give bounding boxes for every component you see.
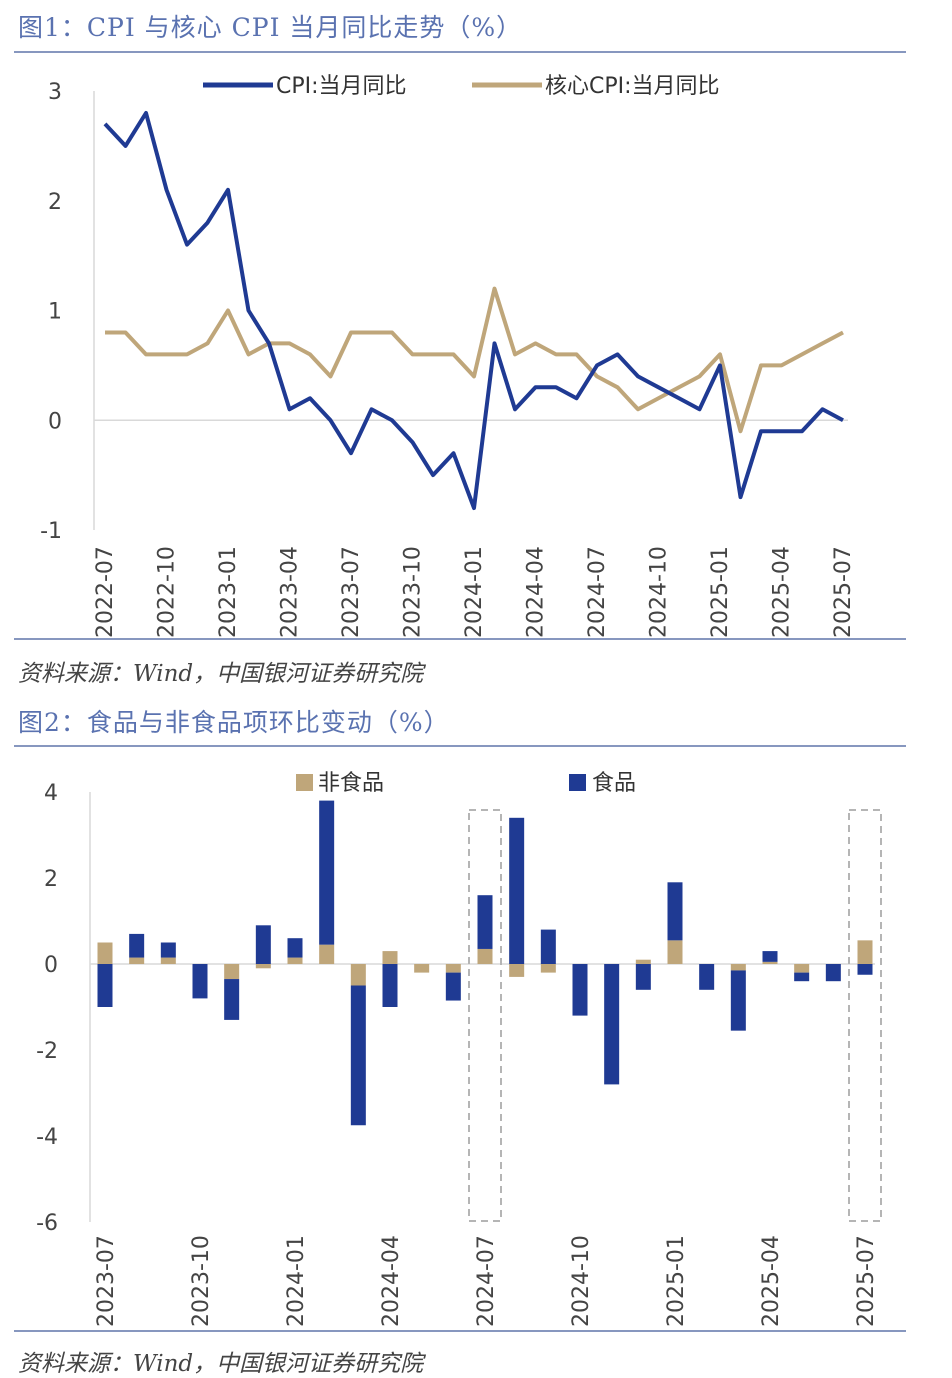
nonfood-bar: [382, 951, 398, 964]
food-bar: [224, 979, 240, 1020]
y-tick-label: -6: [36, 1211, 58, 1236]
y-tick-label: 0: [48, 409, 62, 434]
x-tick-label: 2023-01: [216, 546, 241, 638]
y-tick-label: 1: [48, 300, 62, 325]
x-tick-label: 2024-07: [585, 546, 610, 638]
nonfood-bar: [857, 940, 873, 964]
food-bar: [794, 972, 810, 982]
x-tick-label: 2022-10: [155, 546, 180, 638]
food-bar: [477, 895, 493, 949]
x-tick-label: 2023-07: [339, 546, 364, 638]
food-bar: [762, 951, 778, 962]
food-bar: [445, 972, 461, 1001]
nonfood-bar: [350, 964, 366, 986]
x-tick-label: 2024-07: [474, 1235, 499, 1327]
nonfood-bar: [319, 944, 335, 964]
nonfood-bar: [224, 964, 240, 980]
x-tick-label: 2024-10: [647, 546, 672, 638]
figure2-title-rule: [14, 745, 906, 747]
x-tick-label: 2025-04: [759, 1235, 784, 1327]
nonfood-bar: [477, 948, 493, 964]
x-tick-label: 2025-04: [770, 546, 795, 638]
figure2-title: 图2：食品与非食品项环比变动（%）: [18, 708, 450, 737]
x-tick-label: 2024-04: [379, 1235, 404, 1327]
x-tick-label: 2025-01: [664, 1235, 689, 1327]
y-tick-label: -2: [36, 1039, 58, 1064]
figure1-bottom-rule: [14, 638, 906, 640]
cpi-line-chart: 3 2 1 0 -1 2022-07 2022-10 2023-01 2023-04 2023-0…: [40, 74, 856, 638]
legend-nonfood-label: 非食品: [318, 771, 384, 796]
highlight-box: [848, 809, 882, 1222]
food-bar: [857, 964, 873, 975]
figure2-bottom-rule: [14, 1330, 906, 1332]
x-tick-label: 2025-07: [854, 1235, 879, 1327]
nonfood-bar: [160, 957, 176, 964]
legend-food-swatch: [569, 774, 586, 791]
nonfood-bar: [414, 964, 430, 973]
y-tick-label: 0: [44, 953, 58, 978]
cpi-series-line: [103, 111, 844, 510]
x-tick-label: 2025-07: [831, 546, 856, 638]
nonfood-bar: [509, 964, 525, 977]
nonfood-bar: [255, 964, 271, 969]
legend-core-cpi-label: 核心CPI:当月同比: [545, 74, 720, 99]
x-tick-label: 2024-01: [462, 546, 487, 638]
x-tick-label: 2025-01: [708, 546, 733, 638]
nonfood-bar: [762, 961, 778, 964]
y-tick-label: 2: [48, 190, 62, 215]
figure1-title-rule: [14, 51, 906, 53]
figure2-source: 资料来源：Wind，中国银河证券研究院: [18, 1351, 424, 1377]
food-bar: [572, 964, 588, 1016]
food-bar: [382, 964, 398, 1007]
food-bar: [509, 817, 525, 964]
food-bar: [699, 964, 715, 990]
figure1-title: 图1：CPI 与核心 CPI 当月同比走势（%）: [18, 13, 523, 42]
highlight-box: [468, 809, 502, 1222]
food-nonfood-bar-chart: 4 2 0 -2 -4 -6 2023-07 2023-10 2024-01 2024-04 202…: [36, 771, 882, 1327]
nonfood-bar: [287, 957, 303, 964]
nonfood-bar: [445, 964, 461, 973]
nonfood-bar: [129, 957, 145, 964]
food-bar: [730, 970, 746, 1031]
legend-nonfood-swatch: [296, 774, 313, 791]
food-bar: [825, 964, 841, 982]
food-bar: [287, 938, 303, 958]
x-tick-label: 2022-07: [93, 546, 118, 638]
x-tick-label: 2024-04: [524, 546, 549, 638]
nonfood-bar: [730, 964, 746, 971]
y-tick-label: -4: [36, 1125, 58, 1150]
x-tick-label: 2023-10: [401, 546, 426, 638]
food-bar: [667, 882, 683, 941]
food-bar: [350, 985, 366, 1126]
y-tick-label: 3: [48, 80, 62, 105]
nonfood-bar: [667, 940, 683, 964]
food-bar: [540, 929, 556, 964]
x-tick-label: 2023-04: [278, 546, 303, 638]
x-tick-label: 2024-10: [569, 1235, 594, 1327]
legend-food-label: 食品: [592, 771, 636, 796]
food-bar: [255, 925, 271, 964]
y-tick-label: -1: [40, 519, 62, 544]
food-bar: [604, 964, 620, 1085]
legend-cpi-label: CPI:当月同比: [276, 74, 407, 99]
food-bar: [635, 964, 651, 990]
food-bar: [97, 964, 113, 1007]
x-tick-label: 2024-01: [284, 1235, 309, 1327]
food-bar: [319, 800, 335, 945]
nonfood-bar: [635, 959, 651, 964]
y-tick-label: 4: [44, 781, 58, 806]
x-tick-label: 2023-10: [189, 1235, 214, 1327]
figure1-source: 资料来源：Wind，中国银河证券研究院: [18, 661, 424, 687]
food-bar: [160, 942, 176, 958]
nonfood-bar: [794, 964, 810, 973]
core-cpi-series-line: [105, 286, 844, 434]
x-tick-label: 2023-07: [94, 1235, 119, 1327]
nonfood-bar: [540, 964, 556, 973]
nonfood-bar: [97, 942, 113, 964]
food-bar: [129, 933, 145, 958]
y-tick-label: 2: [44, 867, 58, 892]
food-bar: [192, 964, 208, 999]
